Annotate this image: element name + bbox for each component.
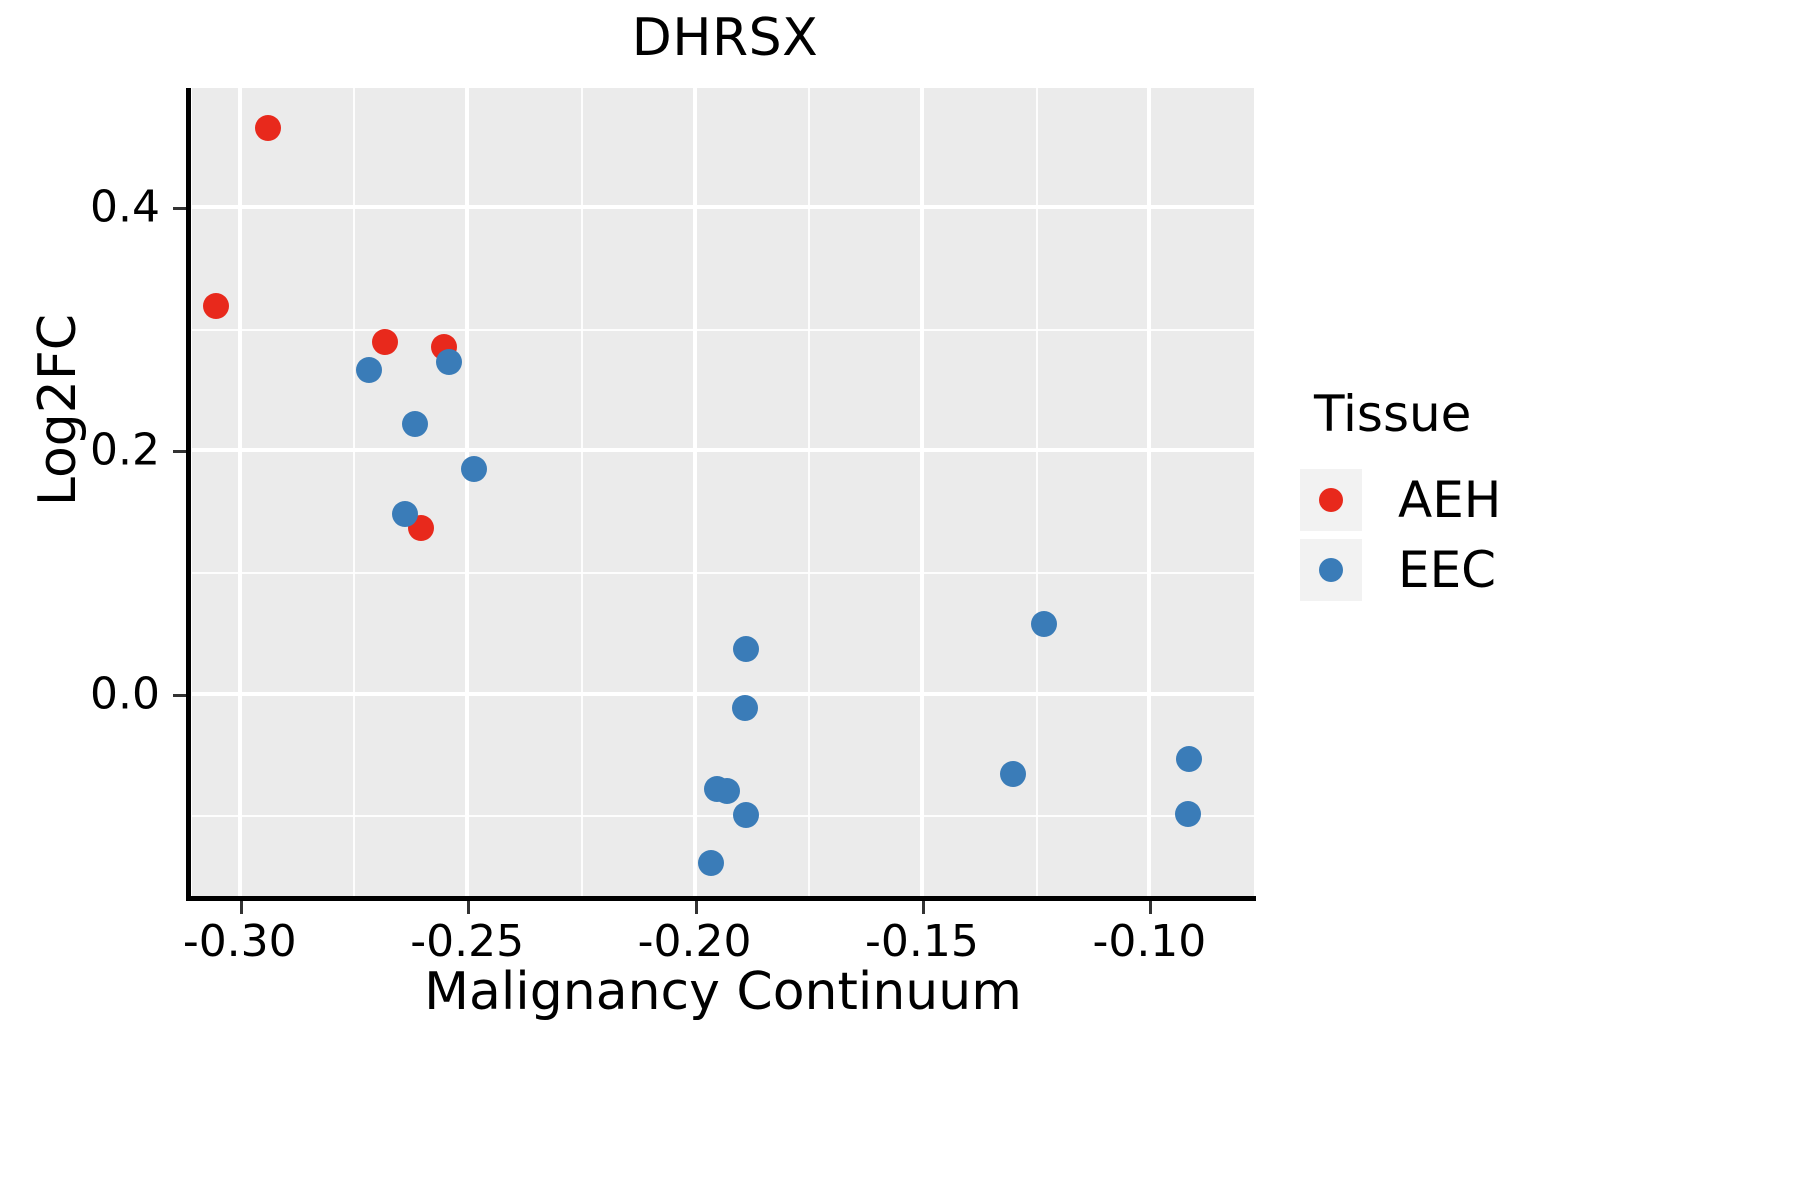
legend-title: Tissue [1314,385,1472,443]
chart-title: DHRSX [631,8,819,68]
data-point-eec [356,357,383,384]
data-point-eec [460,455,487,482]
y-tick-label: 0.2 [90,424,160,476]
x-tick-label: -0.10 [1092,916,1207,967]
legend-key-swatch [1300,469,1362,531]
data-point-eec [1030,611,1057,638]
legend-key-swatch [1300,539,1362,601]
data-point-eec [732,802,759,829]
data-point-eec [731,695,758,722]
y-axis-title: Log2FC [28,313,88,507]
gridline-horizontal-major [192,691,1254,696]
x-tick-label: -0.30 [182,916,297,967]
x-tick-mark [921,901,925,914]
gridline-vertical-minor [580,88,583,898]
data-point-eec [714,777,741,804]
data-point-eec [1175,746,1202,773]
gridline-horizontal-minor [192,328,1254,331]
data-point-eec [732,635,759,662]
data-point-aeh [371,329,398,356]
gridline-vertical-major [919,88,924,898]
data-point-eec [698,849,725,876]
gridline-horizontal-major [192,205,1254,210]
data-point-aeh [203,292,230,319]
data-point-eec [391,500,418,527]
x-tick-mark [239,901,243,914]
data-point-aeh [254,115,281,142]
legend: Tissue AEH EEC [1300,385,1780,609]
data-point-eec [401,410,428,437]
legend-dot-icon [1319,558,1343,582]
y-axis-line [186,88,191,898]
legend-entry-eec[interactable]: EEC [1300,539,1780,601]
gridline-vertical-minor [808,88,811,898]
legend-dot-icon [1319,488,1343,512]
x-tick-label: -0.15 [865,916,979,967]
y-tick-label: 0.0 [90,668,160,720]
legend-entries: AEH EEC [1300,469,1780,601]
y-tick-mark [173,450,186,454]
legend-entry-label: EEC [1398,541,1497,599]
gridline-horizontal-minor [192,815,1254,818]
gridline-vertical-major [237,88,242,898]
gridline-vertical-major [465,88,470,898]
y-tick-mark [173,693,186,697]
gridline-vertical-minor [1035,88,1038,898]
y-tick-label: 0.4 [90,181,160,233]
gridline-horizontal-major [192,448,1254,453]
gridline-horizontal-minor [192,572,1254,575]
data-point-eec [435,348,462,375]
legend-entry-aeh[interactable]: AEH [1300,469,1780,531]
x-tick-mark [694,901,698,914]
data-point-eec [1175,801,1202,828]
x-tick-mark [467,901,471,914]
gridline-vertical-minor [353,88,356,898]
gridline-vertical-major [692,88,697,898]
x-tick-label: -0.25 [410,916,525,967]
gridline-vertical-major [1147,88,1152,898]
legend-entry-label: AEH [1398,471,1502,529]
plot-panel [192,88,1254,898]
y-tick-mark [173,207,186,211]
x-tick-label: -0.20 [637,916,752,967]
x-tick-mark [1149,901,1153,914]
data-point-eec [999,760,1026,787]
x-axis-title: Malignancy Continuum [424,962,1022,1022]
plot-panel-wrapper [192,88,1254,898]
x-axis-line [186,896,1256,901]
